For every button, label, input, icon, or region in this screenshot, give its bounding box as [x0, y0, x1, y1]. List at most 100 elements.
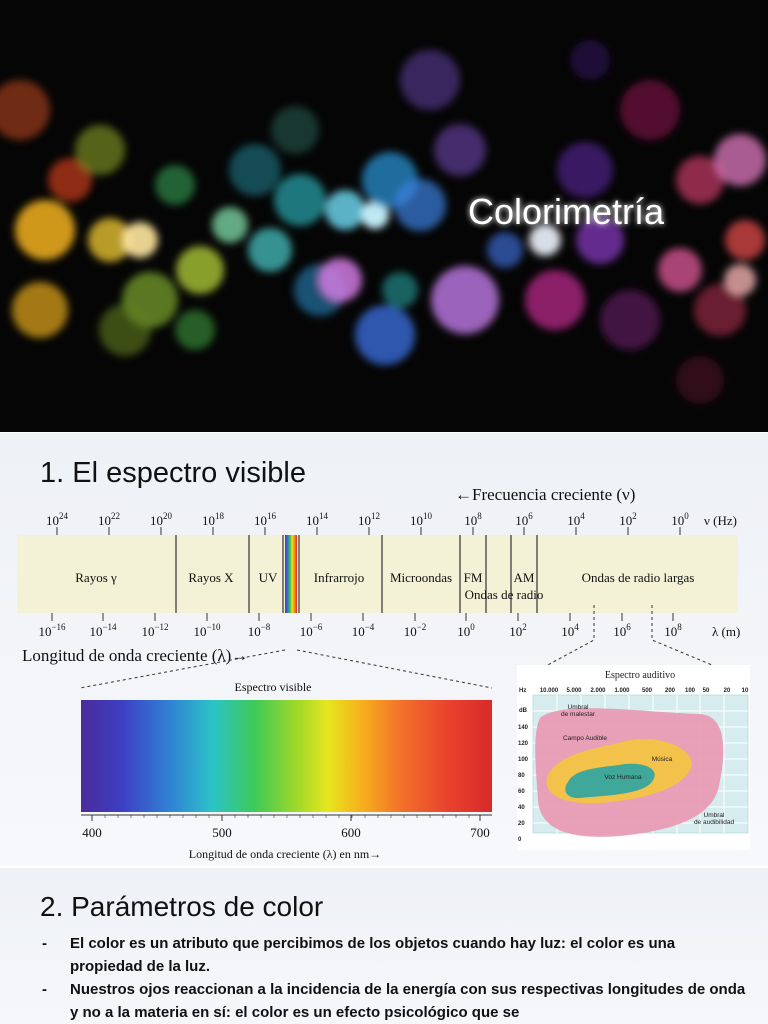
auditory-chart: Espectro auditivo Hz 10.000 5.000 2.000 1.000… — [517, 665, 750, 850]
hz-tick-label: 5.000 — [566, 688, 582, 694]
tick-exponent: 10 — [423, 511, 433, 521]
tick-exponent: 2 — [522, 622, 527, 632]
region-label: de malestar — [561, 711, 596, 718]
hz-tick-label: 500 — [642, 688, 653, 694]
band-label: Ondas de radio largas — [582, 570, 695, 585]
tick-exponent: −8 — [261, 622, 271, 632]
band-label: Infrarrojo — [314, 570, 365, 585]
tick-base: 10 — [141, 624, 154, 639]
tick-base: 10 — [410, 513, 423, 528]
bullet-marker: - — [42, 935, 47, 952]
frequency-unit: ν (Hz) — [704, 513, 737, 528]
band-label: FM — [464, 570, 483, 585]
frequency-tick-label: 106 — [515, 511, 533, 528]
db-unit: dB — [519, 708, 528, 714]
tick-exponent: 2 — [632, 511, 637, 521]
frequency-tick-label: 1014 — [306, 511, 329, 528]
db-tick-label: 80 — [518, 773, 525, 779]
bullet-list: - El color es un atributo que percibimos … — [0, 932, 768, 1024]
visible-spectrum — [81, 700, 492, 812]
band-label: Rayos γ — [75, 570, 117, 585]
wavelength-tick-label: 10−6 — [300, 622, 323, 639]
frequency-tick-label: 1018 — [202, 511, 225, 528]
visible-caption: Longitud de onda creciente (λ) en nm→ — [189, 847, 381, 861]
tick-base: 10 — [306, 513, 319, 528]
tick-exponent: 24 — [59, 511, 69, 521]
tick-base: 10 — [248, 624, 261, 639]
tick-base: 10 — [457, 624, 470, 639]
tick-base: 10 — [509, 624, 522, 639]
wavelength-tick-label: 108 — [664, 622, 682, 639]
frequency-tick-label: 1016 — [254, 511, 277, 528]
region-label: Voz Humana — [604, 774, 642, 781]
tick-base: 10 — [561, 624, 574, 639]
section-title: 2. Parámetros de color — [40, 891, 323, 922]
tick-base: 10 — [98, 513, 111, 528]
wavelength-tick-label: 10−2 — [404, 622, 427, 639]
db-tick-label: 0 — [518, 837, 522, 843]
db-tick-label: 140 — [518, 725, 529, 731]
visible-axis: Espectro visible 400 500 600 700 Longitud de … — [81, 680, 492, 861]
tick-base: 10 — [193, 624, 206, 639]
bullet-marker: - — [42, 981, 47, 998]
db-tick-label: 100 — [518, 757, 529, 763]
tick-exponent: 6 — [626, 622, 631, 632]
tick-exponent: −2 — [417, 622, 427, 632]
tick-exponent: −6 — [313, 622, 323, 632]
visible-tick-label: 700 — [470, 825, 490, 840]
hz-tick-label: 50 — [703, 688, 710, 694]
frequency-caption: ←Frecuencia creciente (ν) — [455, 485, 635, 504]
wavelength-tick-label: 100 — [457, 622, 475, 639]
tick-exponent: 20 — [163, 511, 173, 521]
tick-base: 10 — [300, 624, 313, 639]
wavelength-tick-label: 106 — [613, 622, 631, 639]
tick-base: 10 — [202, 513, 215, 528]
tick-base: 10 — [358, 513, 371, 528]
tick-base: 10 — [46, 513, 59, 528]
tick-base: 10 — [515, 513, 528, 528]
hz-unit: Hz — [519, 688, 526, 694]
wavelength-tick-label: 10−10 — [193, 622, 221, 639]
section-title: 1. El espectro visible — [40, 457, 306, 489]
region-label: Campo Audible — [563, 735, 607, 742]
spectrum-slide: 1. El espectro visible ←Frecuencia creci… — [0, 433, 768, 865]
tick-exponent: −10 — [206, 622, 221, 632]
region-label: de audibilidad — [694, 819, 735, 826]
frequency-tick-label: 1022 — [98, 511, 120, 528]
bullet: - Nuestros ojos reaccionan a la incidenci… — [0, 978, 750, 1024]
visible-tick-label: 500 — [212, 825, 232, 840]
hz-tick-label: 200 — [665, 688, 676, 694]
zoom-lines — [79, 649, 493, 689]
tick-base: 10 — [89, 624, 102, 639]
tick-exponent: −12 — [154, 622, 168, 632]
frequency-tick-label: 104 — [567, 511, 585, 528]
bullet: - El color es un atributo que percibimos … — [0, 932, 750, 978]
tick-exponent: 14 — [319, 511, 329, 521]
band-label: Microondas — [390, 570, 452, 585]
header-slide: Colorimetría — [0, 0, 768, 432]
visible-tick-label: 400 — [82, 825, 102, 840]
region-label: Umbral — [704, 812, 726, 819]
frequency-tick-label: 1012 — [358, 511, 380, 528]
voice-region — [565, 763, 655, 799]
hz-tick-label: 10.000 — [540, 688, 559, 694]
frequency-tick-label: 1010 — [410, 511, 433, 528]
parameters-slide: 2. Parámetros de color — [0, 868, 768, 1024]
tick-base: 10 — [352, 624, 365, 639]
auditory-title: Espectro auditivo — [605, 670, 675, 681]
tick-exponent: 0 — [470, 622, 475, 632]
visible-band — [285, 535, 297, 613]
spectrum-bar — [17, 535, 738, 613]
db-tick-label: 40 — [518, 805, 525, 811]
tick-exponent: −14 — [102, 622, 117, 632]
visible-title: Espectro visible — [235, 680, 312, 694]
db-tick-label: 120 — [518, 741, 529, 747]
tick-exponent: 18 — [215, 511, 225, 521]
hz-tick-label: 100 — [685, 688, 696, 694]
wavelength-unit: λ (m) — [712, 624, 740, 639]
tick-exponent: 0 — [684, 511, 689, 521]
frequency-tick-label: 1020 — [150, 511, 173, 528]
tick-exponent: −4 — [365, 622, 375, 632]
